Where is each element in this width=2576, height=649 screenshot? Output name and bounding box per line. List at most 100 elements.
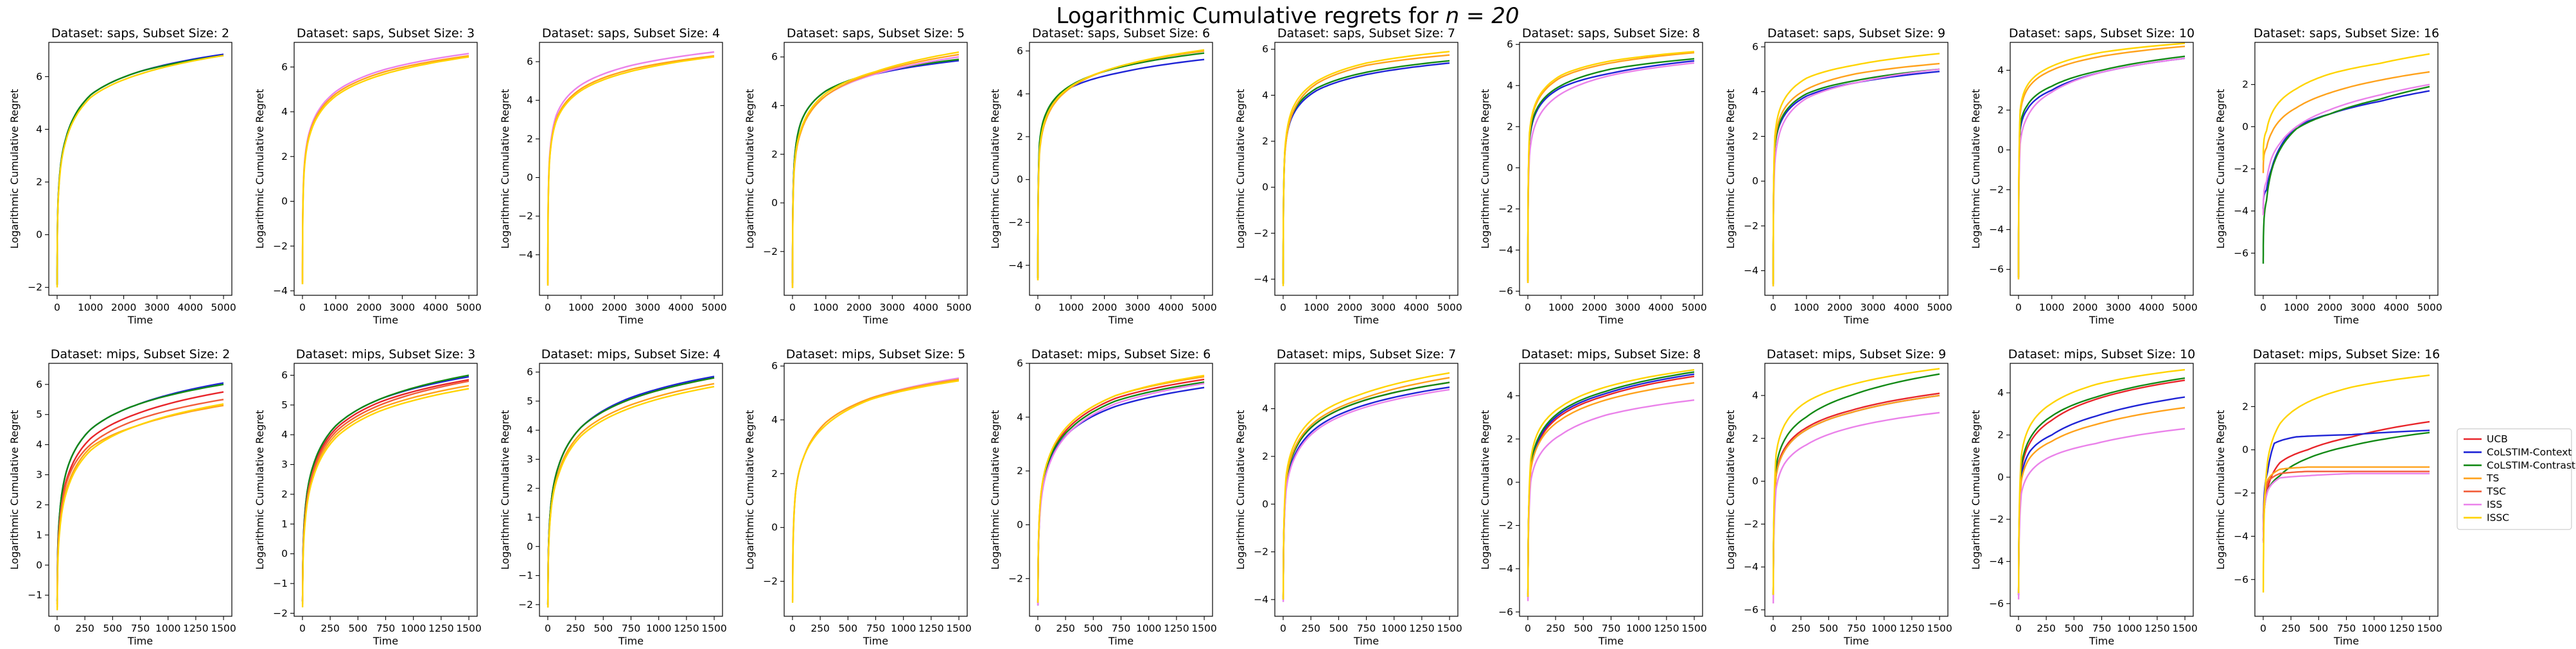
series-line <box>2017 406 2186 596</box>
x-tick-label: 1500 <box>1927 623 1952 634</box>
x-tick-label: 1250 <box>674 623 699 634</box>
series-line <box>1527 373 1695 597</box>
x-tick-label: 750 <box>866 623 886 634</box>
x-tick-label: 4000 <box>2384 302 2409 313</box>
axes-frame <box>784 42 968 296</box>
x-tick-label: 250 <box>1791 623 1810 634</box>
series-line <box>1037 378 1205 603</box>
x-axis-label: Time <box>618 635 644 647</box>
series-line <box>1772 394 1940 595</box>
x-tick-label: 3000 <box>2351 302 2376 313</box>
axes-frame <box>294 363 478 617</box>
y-tick-label: −6 <box>1744 604 1758 616</box>
series-line <box>1527 62 1695 283</box>
series-group <box>1037 49 1205 281</box>
y-tick-label: 2 <box>36 177 42 188</box>
x-tick-label: 1500 <box>1437 623 1462 634</box>
x-axis-label: Time <box>1843 635 1869 647</box>
series-line <box>1037 386 1205 606</box>
x-tick-label: 500 <box>594 623 613 634</box>
y-tick-label: −2 <box>2234 163 2248 175</box>
y-tick-label: 6 <box>527 367 533 378</box>
x-tick-label: 750 <box>131 623 150 634</box>
x-tick-label: 1500 <box>2417 623 2442 634</box>
series-line <box>1282 51 1450 286</box>
y-tick-label: 4 <box>281 429 288 440</box>
y-tick-label: 0 <box>1507 162 1513 173</box>
y-tick-label: 5 <box>281 399 288 411</box>
series-line <box>56 55 224 288</box>
y-tick-label: −2 <box>763 246 778 257</box>
series-line <box>1527 51 1695 283</box>
x-tick-label: 1250 <box>1654 623 1679 634</box>
x-tick-label: 250 <box>320 623 340 634</box>
x-tick-label: 0 <box>1770 302 1776 313</box>
y-tick-label: −4 <box>1744 561 1758 573</box>
series-group <box>1282 372 1450 602</box>
y-axis-label: Logarithmic Cumulative Regret <box>254 410 266 570</box>
subplot-11: Dataset: mips, Subset Size: 20 250 500 750 1… <box>8 347 236 647</box>
y-tick-label: −2 <box>273 607 288 619</box>
axes-frame <box>1764 363 1949 617</box>
x-tick-label: 5000 <box>1437 302 1462 313</box>
x-tick-label: 1000 <box>1871 623 1897 634</box>
x-axis-label: Time <box>2333 314 2359 326</box>
y-tick-label: 4 <box>1997 64 2004 76</box>
x-tick-label: 4000 <box>913 302 938 313</box>
x-tick-label: 5000 <box>946 302 971 313</box>
legend-item: UCB <box>2464 433 2508 445</box>
legend-label: ISSC <box>2487 512 2509 523</box>
y-tick-label: 0 <box>527 541 533 552</box>
subplot-6: Dataset: saps, Subset Size: 7 0 1000 2000 30… <box>1234 26 1462 326</box>
y-tick-label: 0 <box>1017 519 1023 530</box>
x-tick-label: 3000 <box>880 302 905 313</box>
legend-label: TS <box>2486 472 2499 484</box>
x-axis-label: Time <box>372 635 398 647</box>
x-tick-label: 3000 <box>1861 302 1886 313</box>
axes-frame <box>294 42 478 296</box>
x-tick-label: 250 <box>2281 623 2300 634</box>
y-tick-label: 6 <box>281 61 288 73</box>
legend-item: ISSC <box>2464 512 2509 523</box>
x-tick-label: 4000 <box>178 302 203 313</box>
figure-title-prefix: Logarithmic Cumulative regrets for <box>1056 3 1445 29</box>
y-tick-label: 0 <box>1752 175 1758 187</box>
y-tick-label: 2 <box>2242 79 2248 91</box>
subplot-title: Dataset: saps, Subset Size: 2 <box>51 26 229 40</box>
x-axis-label: Time <box>372 314 398 326</box>
y-tick-label: 4 <box>1507 80 1513 91</box>
series-line <box>56 382 224 601</box>
x-tick-label: 500 <box>2065 623 2084 634</box>
y-tick-label: 0 <box>1262 182 1268 193</box>
x-tick-label: 1000 <box>2039 302 2064 313</box>
series-line <box>2262 429 2430 530</box>
series-line <box>1772 62 1940 284</box>
x-tick-label: 0 <box>789 302 796 313</box>
y-tick-label: −2 <box>1989 184 2004 196</box>
subplot-13: Dataset: mips, Subset Size: 40 250 500 750 1… <box>499 347 727 647</box>
series-line <box>1527 382 1695 597</box>
y-tick-label: 6 <box>36 379 42 390</box>
x-tick-label: 1250 <box>1899 623 1924 634</box>
y-axis-label: Logarithmic Cumulative Regret <box>499 410 511 570</box>
y-tick-label: 2 <box>1997 104 2004 116</box>
x-tick-label: 0 <box>1525 302 1531 313</box>
series-line <box>791 51 959 288</box>
y-tick-label: 0 <box>1507 476 1513 488</box>
subplot-18: Dataset: mips, Subset Size: 9 0 250 500 750 1… <box>1724 347 1952 647</box>
series-line <box>1037 376 1205 603</box>
x-tick-label: 1000 <box>78 302 103 313</box>
y-tick-label: 1 <box>527 512 533 523</box>
x-axis-label: Time <box>1843 314 1869 326</box>
x-tick-label: 1500 <box>1681 623 1706 634</box>
x-tick-label: 2000 <box>846 302 872 313</box>
y-tick-label: 4 <box>36 123 42 135</box>
x-tick-label: 5000 <box>211 302 236 313</box>
x-tick-label: 4000 <box>2139 302 2164 313</box>
x-tick-label: 5000 <box>1191 302 1216 313</box>
x-tick-label: 2000 <box>2072 302 2098 313</box>
y-tick-label: 2 <box>1507 433 1513 445</box>
series-group <box>301 53 469 284</box>
y-tick-label: −4 <box>1989 556 2004 567</box>
